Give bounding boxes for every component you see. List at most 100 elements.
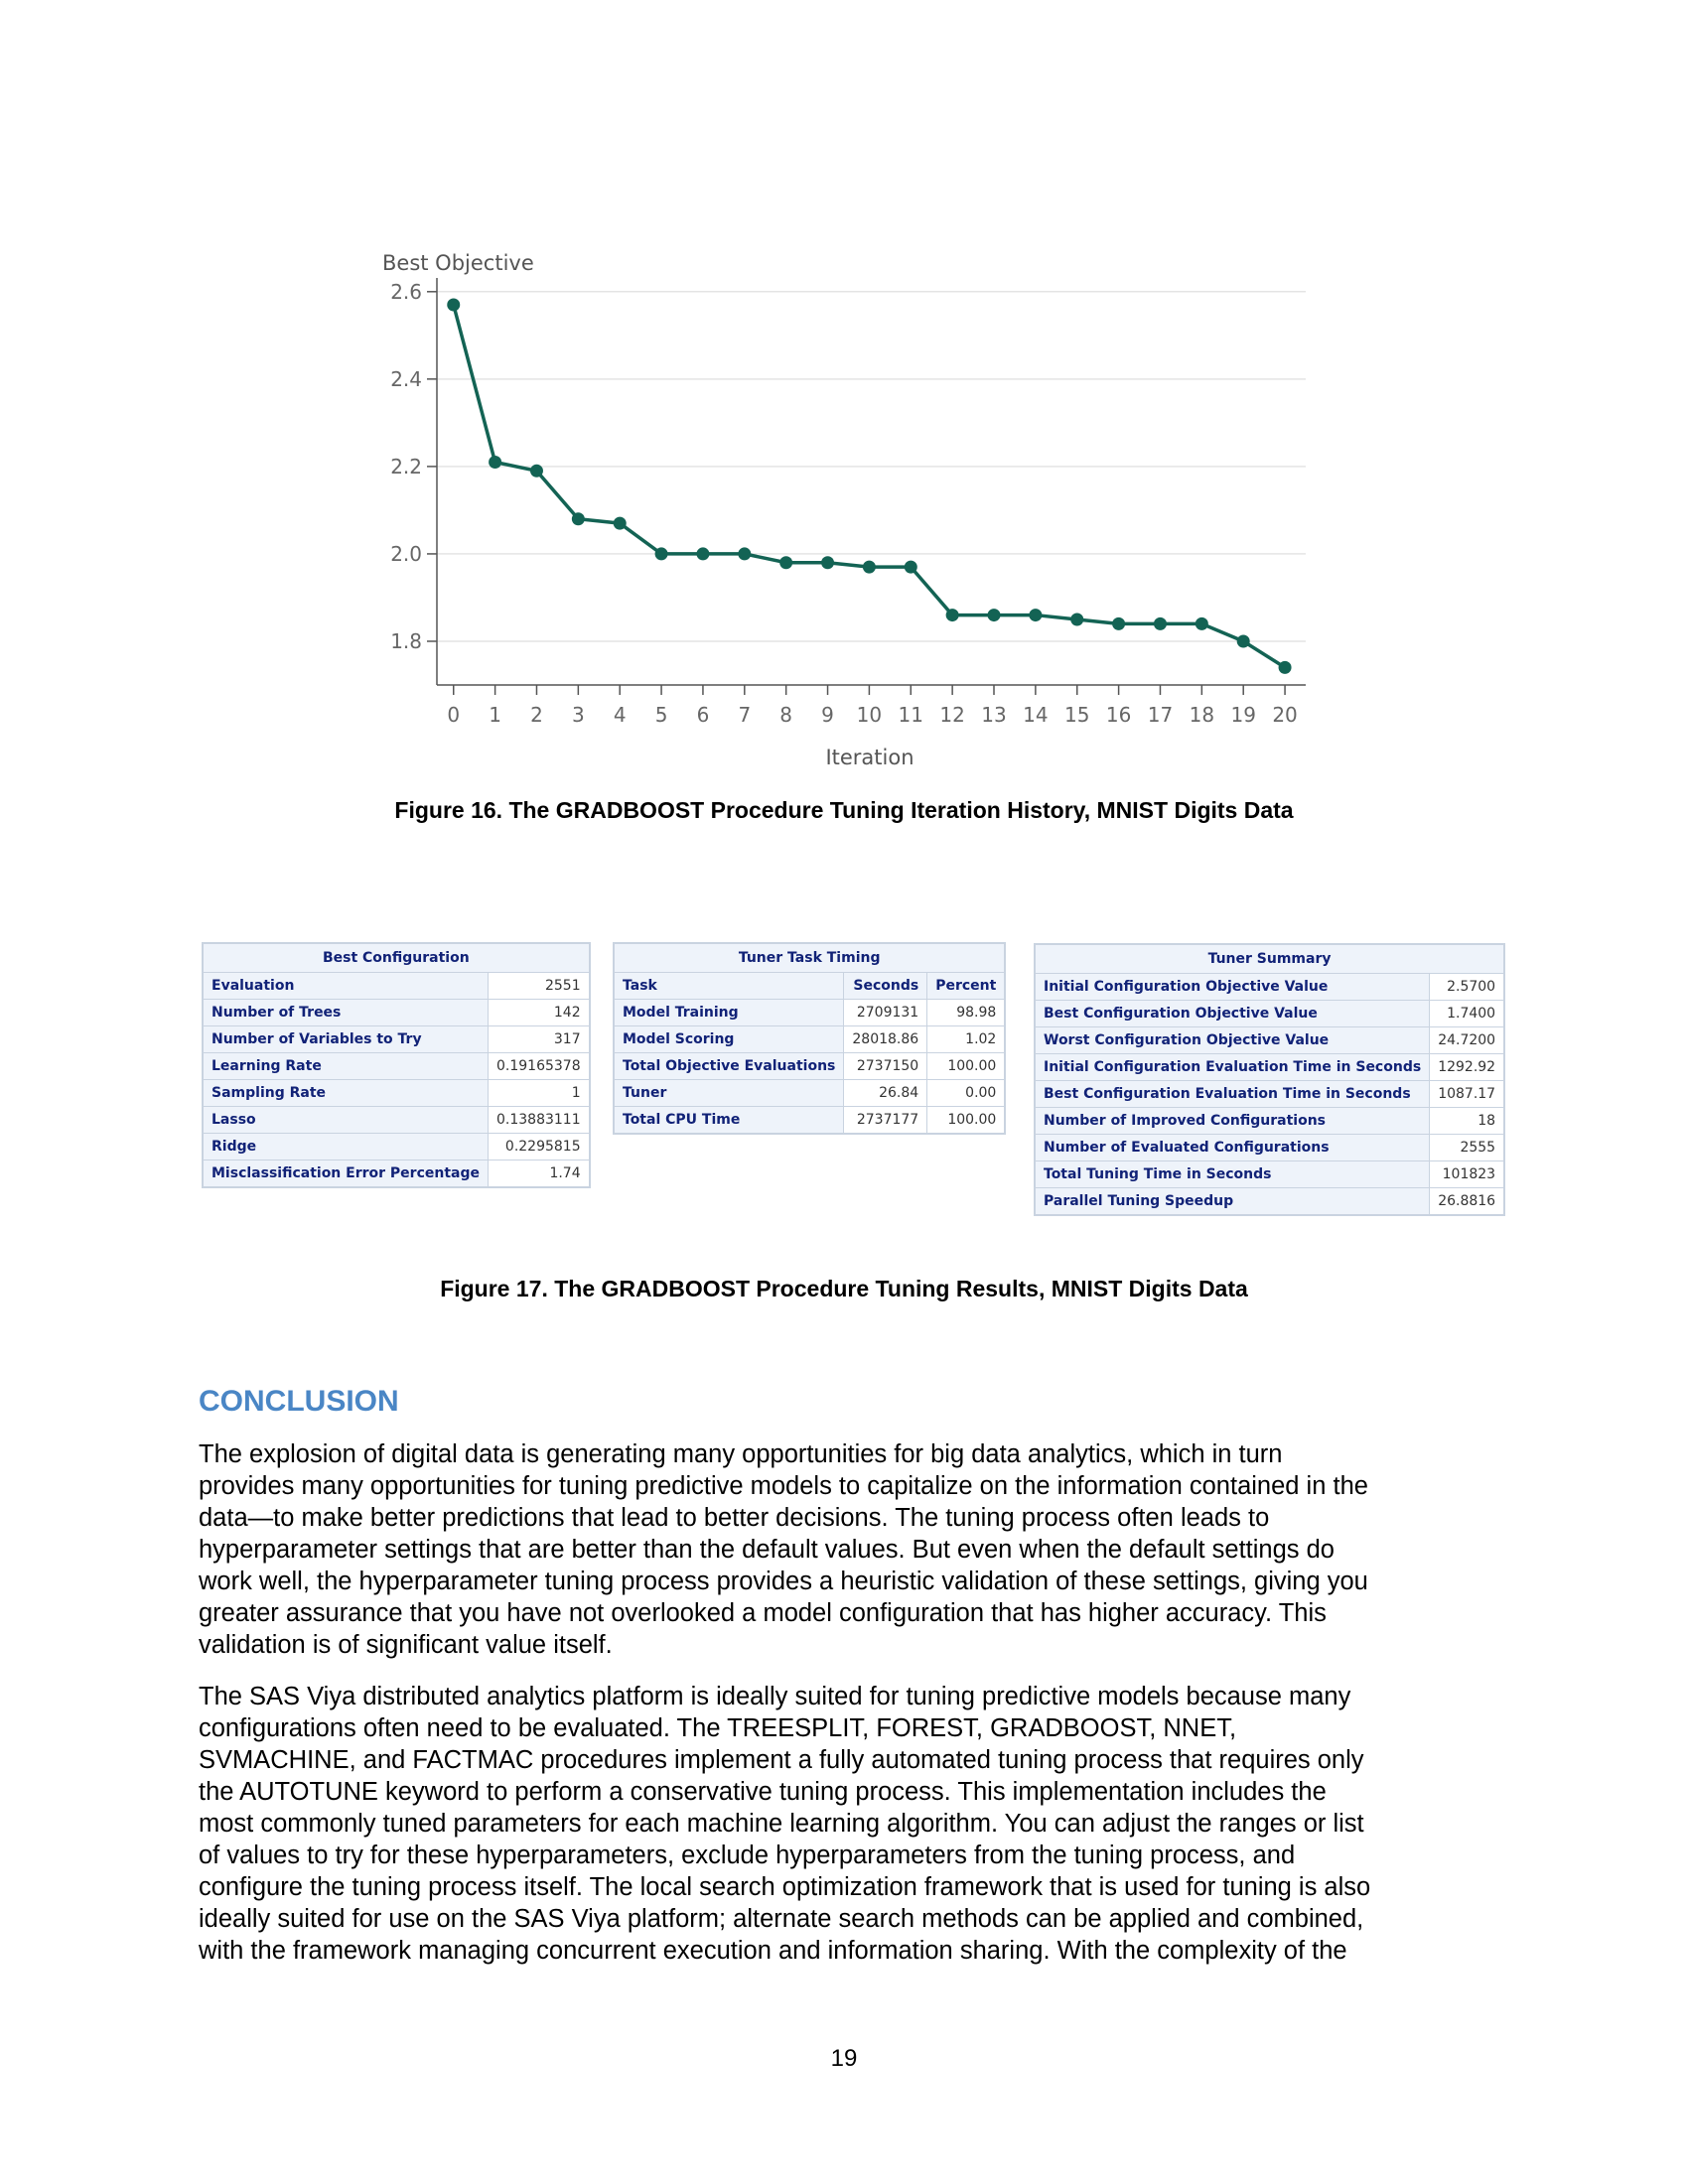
text-line: greater assurance that you have not over… bbox=[199, 1599, 1327, 1627]
y-tick-label: 2.2 bbox=[390, 455, 422, 478]
text-line: data—to make better predictions that lea… bbox=[199, 1504, 1270, 1532]
table-row: Sampling Rate 1 bbox=[202, 1079, 591, 1107]
row-label: Ridge bbox=[202, 1133, 489, 1160]
data-point bbox=[862, 560, 876, 574]
row-label: Initial Configuration Evaluation Time in… bbox=[1034, 1053, 1431, 1081]
row-value: 101823 bbox=[1429, 1160, 1505, 1188]
y-tick-label: 2.0 bbox=[390, 542, 422, 566]
row-label: Lasso bbox=[202, 1106, 489, 1134]
text-line: provides many opportunities for tuning p… bbox=[199, 1472, 1368, 1500]
row-value: 142 bbox=[487, 999, 591, 1026]
text-line: hyperparameter settings that are better … bbox=[199, 1536, 1335, 1564]
table-row: Total CPU Time 2737177 100.00 bbox=[613, 1106, 1006, 1135]
best-configuration-table: Best Configuration Evaluation 2551 Number… bbox=[202, 942, 591, 1188]
x-tick-label: 10 bbox=[857, 703, 882, 727]
row-label: Initial Configuration Objective Value bbox=[1034, 973, 1431, 1001]
tuner-task-timing-table: Tuner Task Timing Task Seconds Percent M… bbox=[613, 942, 1007, 1135]
data-point bbox=[529, 464, 543, 478]
table-header-row: Task Seconds Percent bbox=[613, 972, 1006, 1000]
row-task: Model Scoring bbox=[613, 1025, 845, 1053]
x-tick-label: 8 bbox=[779, 703, 792, 727]
row-label: Number of Trees bbox=[202, 999, 489, 1026]
row-label: Best Configuration Objective Value bbox=[1034, 1000, 1431, 1027]
paragraph-1: The explosion of digital data is generat… bbox=[199, 1438, 1489, 1661]
text-line: with the framework managing concurrent e… bbox=[199, 1937, 1347, 1965]
x-tick-label: 1 bbox=[489, 703, 501, 727]
row-value: 24.7200 bbox=[1429, 1026, 1505, 1054]
table-title: Tuner Task Timing bbox=[613, 942, 1006, 973]
row-value: 0.2295815 bbox=[487, 1133, 591, 1160]
column-header-task: Task bbox=[613, 972, 845, 1000]
x-tick-label: 16 bbox=[1106, 703, 1131, 727]
text-line: ideally suited for use on the SAS Viya p… bbox=[199, 1905, 1364, 1933]
iteration-history-chart: 1.82.02.22.42.6 0 1 2 3 4 5 6 7 8 9 10 11 12 13 14 15 16… bbox=[382, 251, 1306, 769]
row-value: 18 bbox=[1429, 1107, 1505, 1135]
row-label: Best Configuration Evaluation Time in Se… bbox=[1034, 1080, 1431, 1108]
data-point bbox=[1029, 609, 1043, 622]
y-tick-label: 2.6 bbox=[390, 280, 422, 304]
table-row: Number of Variables to Try 317 bbox=[202, 1025, 591, 1053]
row-value: 1087.17 bbox=[1429, 1080, 1505, 1108]
data-point bbox=[945, 609, 959, 622]
x-tick-label: 18 bbox=[1190, 703, 1214, 727]
row-value: 1.74 bbox=[487, 1160, 591, 1188]
table-row: Worst Configuration Objective Value 24.72… bbox=[1034, 1026, 1505, 1054]
data-point bbox=[571, 512, 585, 526]
row-value: 2.5700 bbox=[1429, 973, 1505, 1001]
table-title: Best Configuration bbox=[202, 942, 591, 973]
table-row: Total Tuning Time in Seconds 101823 bbox=[1034, 1160, 1505, 1188]
row-percent: 98.98 bbox=[926, 999, 1006, 1026]
row-value: 26.8816 bbox=[1429, 1187, 1505, 1216]
table-row: Model Scoring 28018.86 1.02 bbox=[613, 1025, 1006, 1053]
table-row: Lasso 0.13883111 bbox=[202, 1106, 591, 1134]
data-point bbox=[489, 455, 502, 469]
table-row: Initial Configuration Evaluation Time in… bbox=[1034, 1053, 1505, 1081]
text-line: The SAS Viya distributed analytics platf… bbox=[199, 1683, 1351, 1710]
row-label: Sampling Rate bbox=[202, 1079, 489, 1107]
row-value: 1292.92 bbox=[1429, 1053, 1505, 1081]
x-tick-label: 5 bbox=[655, 703, 668, 727]
data-point bbox=[1195, 616, 1208, 630]
x-tick-label: 20 bbox=[1272, 703, 1297, 727]
x-tick-label: 12 bbox=[939, 703, 964, 727]
row-value: 2555 bbox=[1429, 1134, 1505, 1161]
tuner-summary-table: Tuner Summary Initial Configuration Obje… bbox=[1034, 943, 1506, 1216]
x-tick-label: 4 bbox=[614, 703, 627, 727]
row-label: Number of Evaluated Configurations bbox=[1034, 1134, 1431, 1161]
row-task: Total CPU Time bbox=[613, 1106, 845, 1135]
data-point bbox=[1153, 616, 1167, 630]
table-row: Best Configuration Objective Value 1.7400 bbox=[1034, 1000, 1505, 1027]
figure-17-caption: Figure 17. The GRADBOOST Procedure Tunin… bbox=[440, 1276, 1248, 1301]
x-tick-label: 17 bbox=[1148, 703, 1173, 727]
table-row: Ridge 0.2295815 bbox=[202, 1133, 591, 1160]
row-percent: 1.02 bbox=[926, 1025, 1006, 1053]
table-row: Number of Trees 142 bbox=[202, 999, 591, 1026]
text-line: of values to try for these hyperparamete… bbox=[199, 1842, 1296, 1869]
data-point bbox=[738, 547, 752, 561]
x-axis-label: Iteration bbox=[825, 746, 914, 769]
text-line: configurations often need to be evaluate… bbox=[199, 1714, 1237, 1742]
row-value: 0.13883111 bbox=[487, 1106, 591, 1134]
row-label: Worst Configuration Objective Value bbox=[1034, 1026, 1431, 1054]
table-row: Best Configuration Evaluation Time in Se… bbox=[1034, 1080, 1505, 1108]
row-value: 2551 bbox=[487, 972, 591, 1000]
text-line: work well, the hyperparameter tuning pro… bbox=[199, 1568, 1368, 1595]
table-row: Initial Configuration Objective Value 2.5… bbox=[1034, 973, 1505, 1001]
x-tick-label: 13 bbox=[981, 703, 1006, 727]
row-label: Total Tuning Time in Seconds bbox=[1034, 1160, 1431, 1188]
section-heading: CONCLUSION bbox=[199, 1385, 399, 1418]
row-value: 1 bbox=[487, 1079, 591, 1107]
row-percent: 100.00 bbox=[926, 1052, 1006, 1080]
x-tick-label: 2 bbox=[530, 703, 543, 727]
data-point bbox=[613, 516, 627, 530]
x-tick-label: 19 bbox=[1230, 703, 1255, 727]
text-line: The explosion of digital data is generat… bbox=[199, 1440, 1283, 1468]
table-row: Learning Rate 0.19165378 bbox=[202, 1052, 591, 1080]
data-point bbox=[696, 547, 710, 561]
data-point bbox=[1070, 613, 1084, 626]
row-task: Model Training bbox=[613, 999, 845, 1026]
x-tick-label: 14 bbox=[1023, 703, 1048, 727]
column-header-seconds: Seconds bbox=[843, 972, 928, 1000]
row-value: 317 bbox=[487, 1025, 591, 1053]
row-seconds: 2737150 bbox=[843, 1052, 928, 1080]
